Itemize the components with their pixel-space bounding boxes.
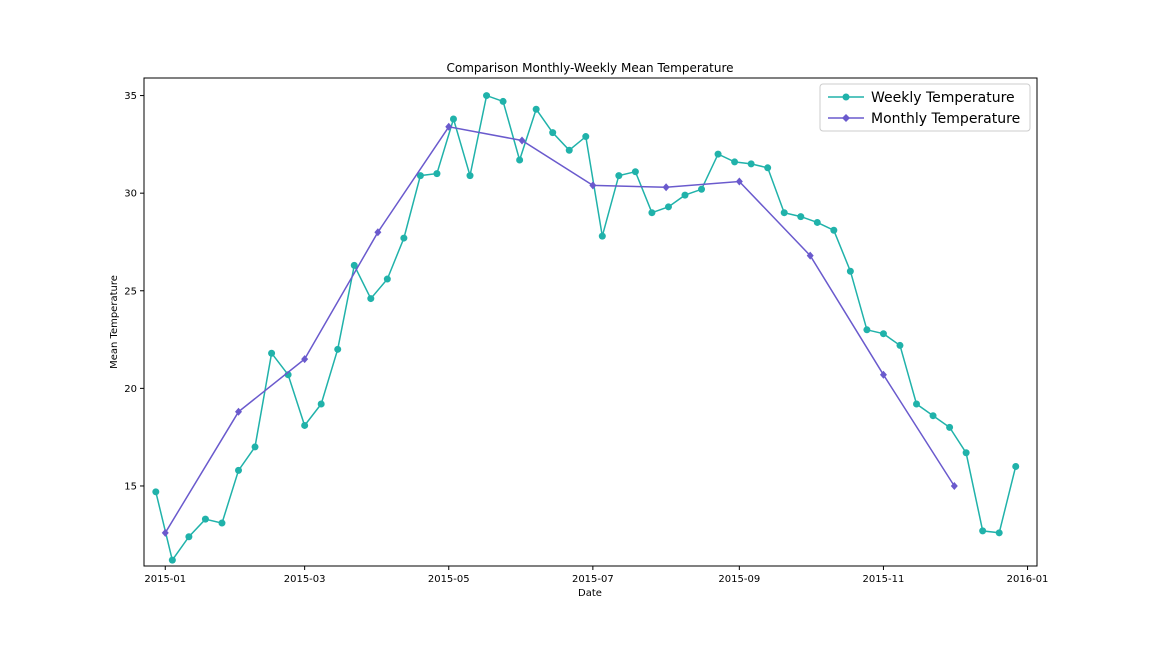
data-point-monthly <box>806 251 814 260</box>
data-point-weekly <box>648 209 656 217</box>
series-line-weekly <box>155 94 1017 562</box>
x-tick-label: 2016-01 <box>1007 574 1049 585</box>
data-point-weekly <box>433 170 441 178</box>
chart-title: Comparison Monthly-Weekly Mean Temperatu… <box>447 61 734 75</box>
plot-frame <box>143 77 1038 567</box>
data-point-weekly <box>466 172 474 180</box>
data-point-weekly <box>334 345 342 353</box>
data-point-monthly <box>879 370 887 379</box>
data-point-weekly <box>913 400 921 408</box>
data-point-weekly <box>846 267 854 275</box>
data-point-weekly <box>449 115 457 123</box>
data-point-weekly <box>218 519 226 527</box>
data-point-weekly <box>995 529 1003 537</box>
data-point-weekly <box>152 488 160 496</box>
data-point-monthly <box>445 122 453 131</box>
data-point-weekly <box>367 295 375 303</box>
y-axis: 15 20 25 30 35 <box>124 91 144 492</box>
legend-marker-monthly <box>842 114 850 122</box>
data-point-weekly <box>582 133 590 141</box>
legend-box <box>819 83 1031 132</box>
x-tick-label: 2015-09 <box>718 574 760 585</box>
data-point-weekly <box>764 164 772 172</box>
x-tick-label: 2015-01 <box>144 574 186 585</box>
data-point-weekly <box>350 261 358 269</box>
data-point-weekly <box>565 146 573 154</box>
data-point-weekly <box>400 234 408 242</box>
x-tick-label: 2015-07 <box>572 574 614 585</box>
y-axis-label: Mean Temperature <box>109 275 120 369</box>
data-point-weekly <box>962 449 970 457</box>
y-tick-label: 30 <box>124 189 137 200</box>
data-point-weekly <box>301 421 309 429</box>
data-point-weekly <box>201 515 209 523</box>
data-point-weekly <box>830 226 838 234</box>
plot-marks <box>152 92 1020 564</box>
x-axis: 2015-01 2015-03 2015-05 2015-07 2015-09 2015-… <box>144 566 1048 585</box>
data-point-weekly <box>946 423 954 431</box>
data-point-weekly <box>664 203 672 211</box>
data-point-weekly <box>879 330 887 338</box>
data-point-weekly <box>1012 462 1020 470</box>
data-point-weekly <box>731 158 739 166</box>
legend-label-weekly: Weekly Temperature <box>871 90 1015 106</box>
y-tick-label: 15 <box>124 481 137 492</box>
data-point-weekly <box>268 349 276 357</box>
x-tick-label: 2015-11 <box>863 574 905 585</box>
data-point-weekly <box>780 209 788 217</box>
data-point-weekly <box>532 105 540 113</box>
legend-marker-weekly <box>842 93 850 101</box>
data-point-weekly <box>863 326 871 334</box>
data-point-monthly <box>662 183 670 192</box>
x-axis-label: Date <box>578 588 602 599</box>
data-point-weekly <box>185 533 193 541</box>
y-tick-label: 35 <box>124 91 137 102</box>
legend-label-monthly: Monthly Temperature <box>871 111 1020 127</box>
data-point-monthly <box>589 181 597 190</box>
data-point-monthly <box>301 355 309 364</box>
data-point-monthly <box>234 407 242 416</box>
data-point-weekly <box>896 341 904 349</box>
data-point-weekly <box>747 160 755 168</box>
data-point-weekly <box>929 412 937 420</box>
data-point-monthly <box>374 228 382 237</box>
data-point-weekly <box>698 185 706 193</box>
data-point-monthly <box>518 136 526 145</box>
data-point-monthly <box>950 481 958 490</box>
data-point-weekly <box>813 218 821 226</box>
data-point-weekly <box>549 129 557 137</box>
data-point-monthly <box>735 177 743 186</box>
data-point-weekly <box>251 443 259 451</box>
x-tick-label: 2015-05 <box>428 574 470 585</box>
y-tick-label: 20 <box>124 384 137 395</box>
data-point-monthly <box>161 528 169 537</box>
data-point-weekly <box>317 400 325 408</box>
series-line-monthly <box>164 125 955 534</box>
data-point-weekly <box>499 97 507 105</box>
legend: Weekly Temperature Monthly Temperature <box>819 83 1031 132</box>
data-point-weekly <box>714 150 722 158</box>
y-tick-label: 25 <box>124 286 137 297</box>
data-point-weekly <box>416 172 424 180</box>
data-point-weekly <box>615 172 623 180</box>
x-tick-label: 2015-03 <box>284 574 326 585</box>
data-point-weekly <box>168 556 176 564</box>
data-point-weekly <box>516 156 524 164</box>
data-point-weekly <box>797 213 805 221</box>
data-point-weekly <box>234 466 242 474</box>
data-point-weekly <box>979 527 987 535</box>
data-point-weekly <box>681 191 689 199</box>
data-point-weekly <box>483 92 491 100</box>
data-point-weekly <box>383 275 391 283</box>
data-point-weekly <box>631 168 639 176</box>
data-point-weekly <box>598 232 606 240</box>
